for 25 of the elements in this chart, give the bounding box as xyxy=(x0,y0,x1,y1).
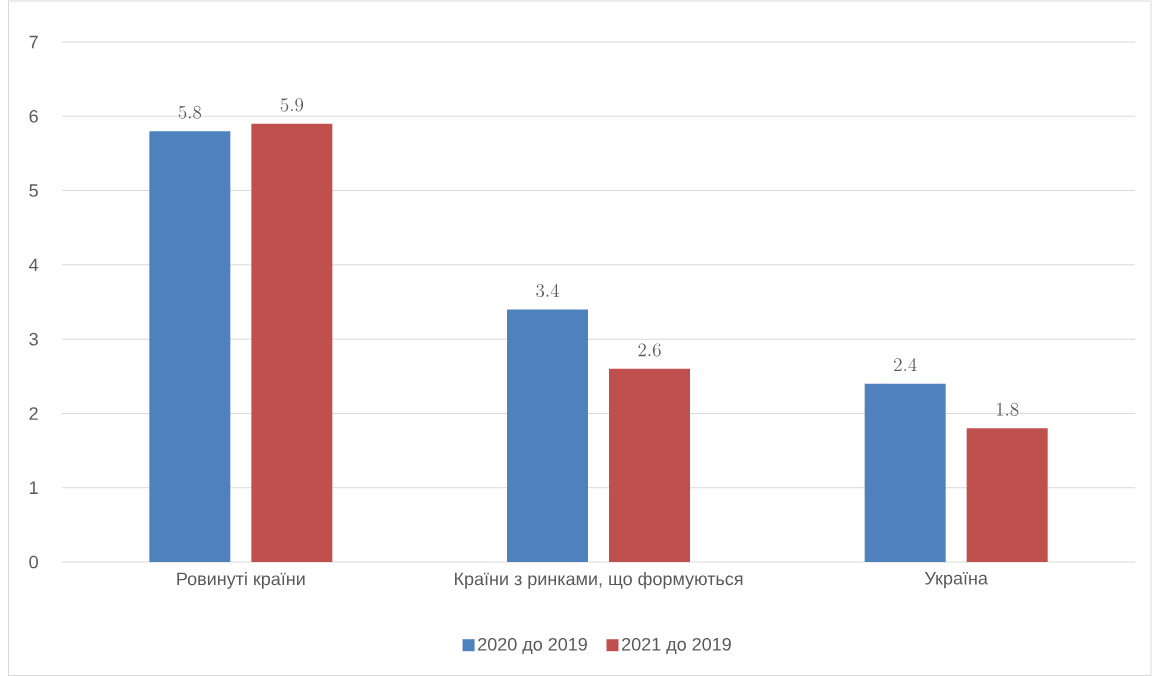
data-label: 1 .8 xyxy=(996,402,1019,416)
y-tick-label: 0 xyxy=(29,555,38,569)
legend-label: 2020 до 2019 xyxy=(478,637,587,655)
data-label: 2.4 xyxy=(894,358,917,372)
x-tick-label: Україна xyxy=(924,572,988,589)
x-tick-label: Країни з ринками, що формуються xyxy=(455,572,743,589)
y-tick-label: 1 xyxy=(30,481,38,494)
bar xyxy=(864,383,946,562)
y-tick-label: 2 xyxy=(29,407,38,420)
y-tick-label: 4 xyxy=(29,258,39,272)
x-tick-label: Ровинуті країни xyxy=(177,572,305,589)
bar xyxy=(507,309,589,562)
bar xyxy=(251,123,333,562)
data-label: 5.9 xyxy=(280,98,304,112)
y-tick-label: 6 xyxy=(29,109,38,123)
y-tick-label: 3 xyxy=(29,332,38,346)
y-tick-label: 5 xyxy=(29,184,38,197)
bar xyxy=(149,131,231,562)
bar xyxy=(609,368,691,562)
y-tick-label: 7 xyxy=(29,35,38,49)
legend-label: 2021 до 2019 xyxy=(622,637,731,655)
data-label: 2.6 xyxy=(638,343,661,357)
bar xyxy=(966,428,1048,562)
data-label: 5.8 xyxy=(178,105,202,119)
data-label: 3.4 xyxy=(536,283,559,298)
